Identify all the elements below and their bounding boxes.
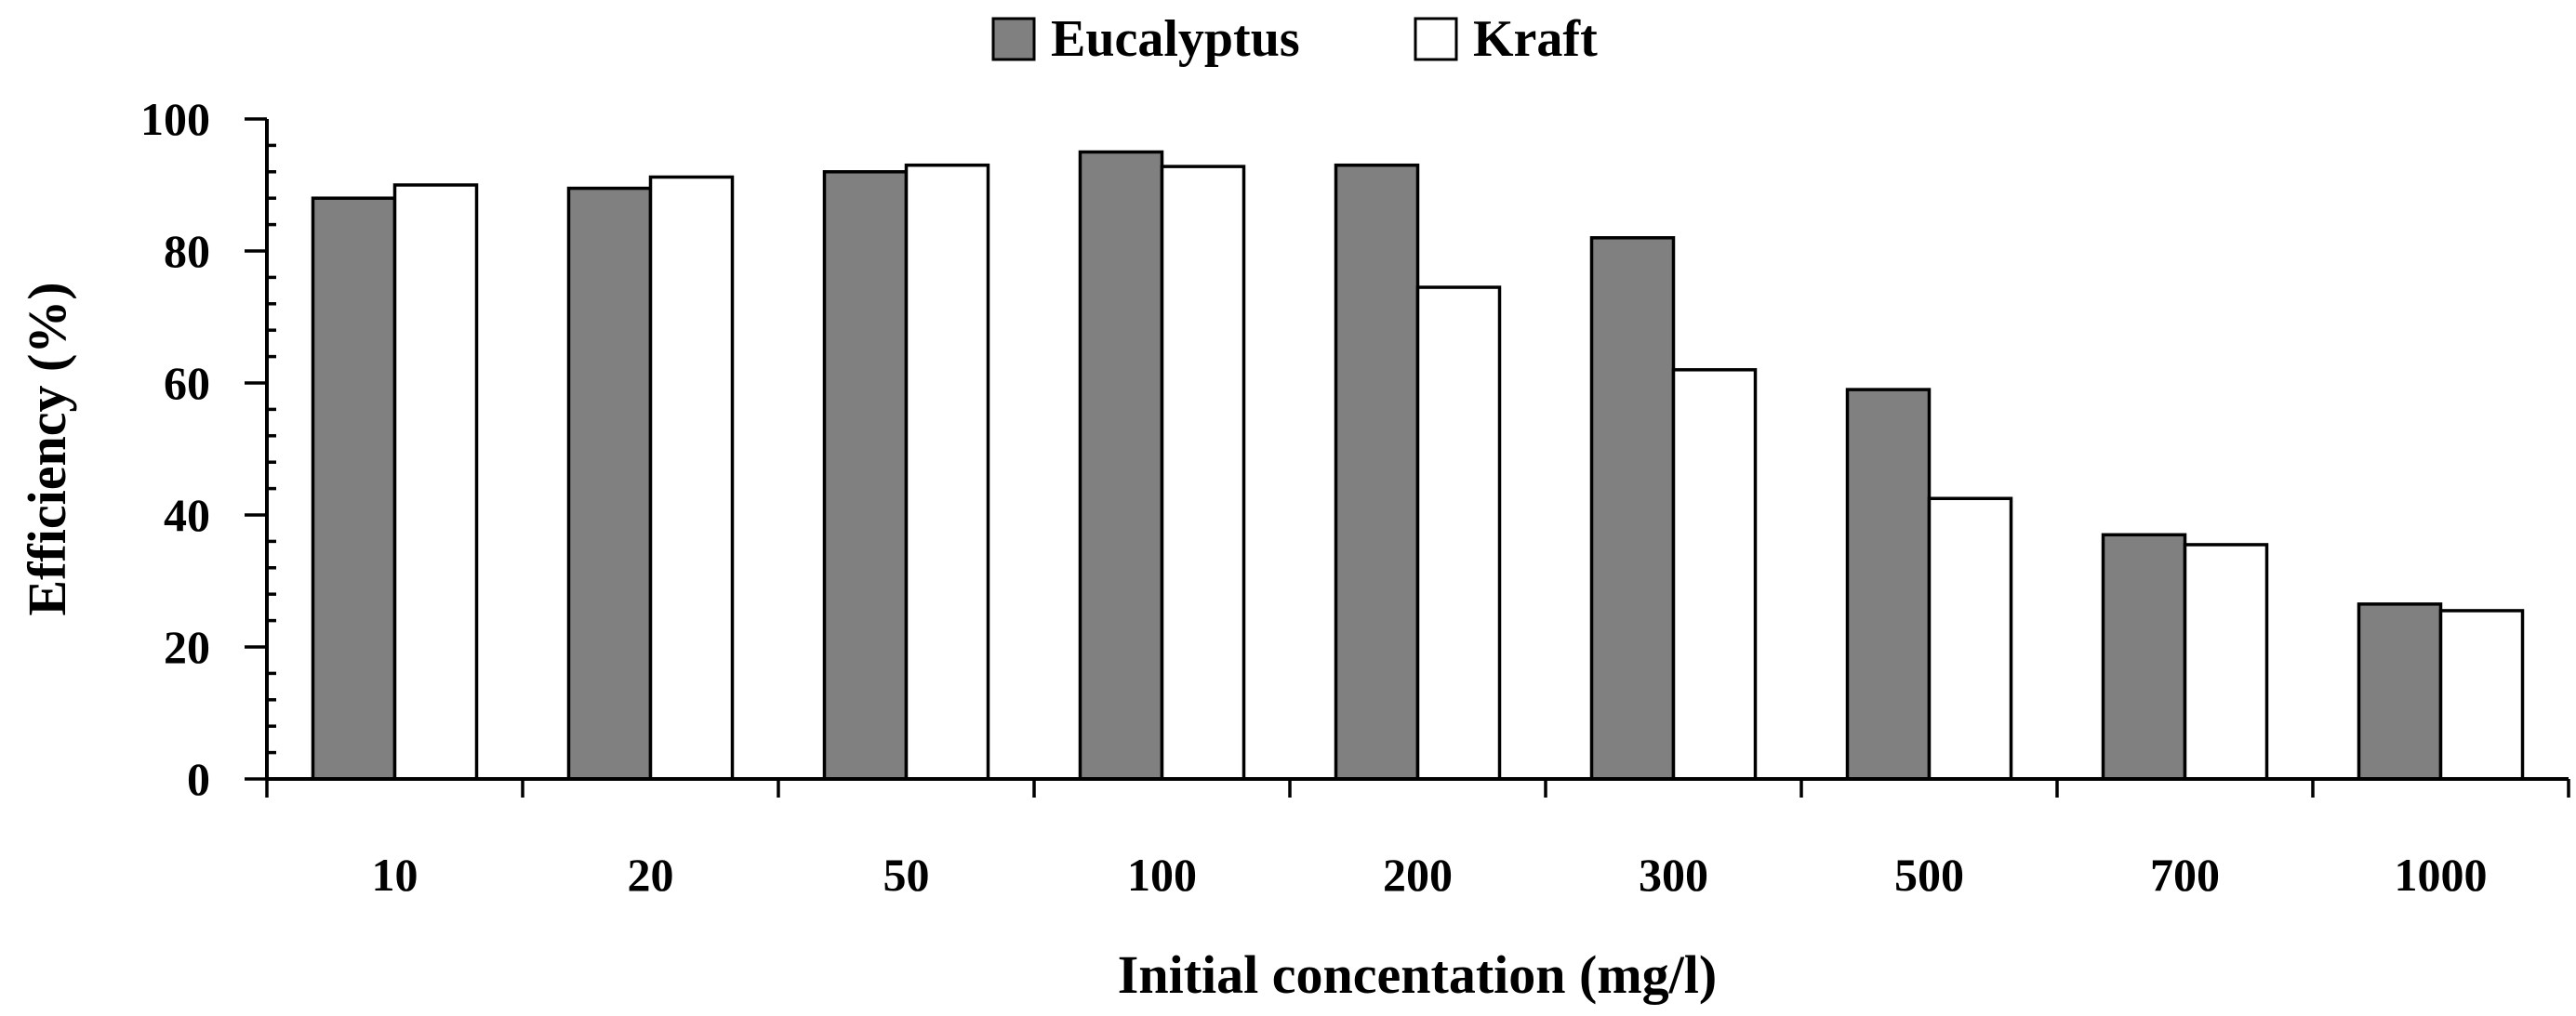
x-ticks-group: 10 20 50 100 200 300 500 700 1000 (265, 779, 2570, 901)
x-tick-label: 300 (1639, 849, 1708, 901)
bars-group (311, 150, 2525, 781)
y-tick-label: 20 (164, 621, 210, 673)
legend-label-eucalyptus: Eucalyptus (1051, 10, 1300, 68)
legend-swatch-kraft (1414, 17, 1458, 61)
bar-kraft-20 (648, 175, 735, 781)
y-tick-label: 60 (164, 357, 210, 409)
y-tick-label: 0 (187, 753, 210, 805)
bar-kraft-100 (1160, 165, 1246, 781)
bar-kraft-10 (392, 183, 479, 781)
axes-group (265, 119, 2569, 781)
x-tick-label: 700 (2150, 849, 2220, 901)
bar-eucalyptus-500 (1845, 388, 1932, 781)
bar-kraft-300 (1671, 368, 1758, 781)
bar-kraft-200 (1415, 285, 1502, 781)
y-tick-label: 80 (164, 225, 210, 277)
x-tick-label: 100 (1127, 849, 1197, 901)
bar-eucalyptus-1000 (2357, 602, 2443, 781)
chart-legend: Eucalyptus Kraft (991, 10, 1598, 68)
x-tick-label: 20 (628, 849, 674, 901)
bar-kraft-1000 (2438, 609, 2525, 781)
y-tick-label: 100 (140, 93, 210, 145)
bar-eucalyptus-200 (1334, 163, 1420, 781)
bar-eucalyptus-50 (822, 170, 909, 781)
bar-kraft-50 (904, 163, 990, 781)
x-tick-label: 1000 (2395, 849, 2488, 901)
legend-swatch-eucalyptus (991, 17, 1036, 61)
x-tick-label: 500 (1894, 849, 1964, 901)
y-ticks-group: 0 20 40 60 80 100 (140, 93, 276, 805)
x-tick-label: 200 (1383, 849, 1453, 901)
bar-eucalyptus-20 (566, 186, 653, 781)
bar-kraft-700 (2183, 543, 2269, 781)
bar-eucalyptus-700 (2101, 533, 2187, 781)
bar-eucalyptus-100 (1078, 150, 1164, 781)
x-axis-title: Initial concentation (mg/l) (1118, 944, 1717, 1005)
y-tick-label: 40 (164, 489, 210, 541)
bar-eucalyptus-300 (1589, 236, 1676, 781)
x-tick-label: 10 (372, 849, 418, 901)
x-tick-label: 50 (883, 849, 930, 901)
bar-eucalyptus-10 (311, 196, 397, 781)
legend-label-kraft: Kraft (1473, 10, 1598, 68)
y-axis-title: Efficiency (%) (17, 282, 77, 615)
bar-kraft-500 (1927, 496, 2013, 781)
